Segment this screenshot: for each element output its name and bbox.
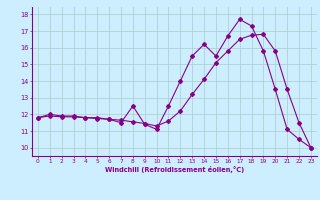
X-axis label: Windchill (Refroidissement éolien,°C): Windchill (Refroidissement éolien,°C) <box>105 166 244 173</box>
